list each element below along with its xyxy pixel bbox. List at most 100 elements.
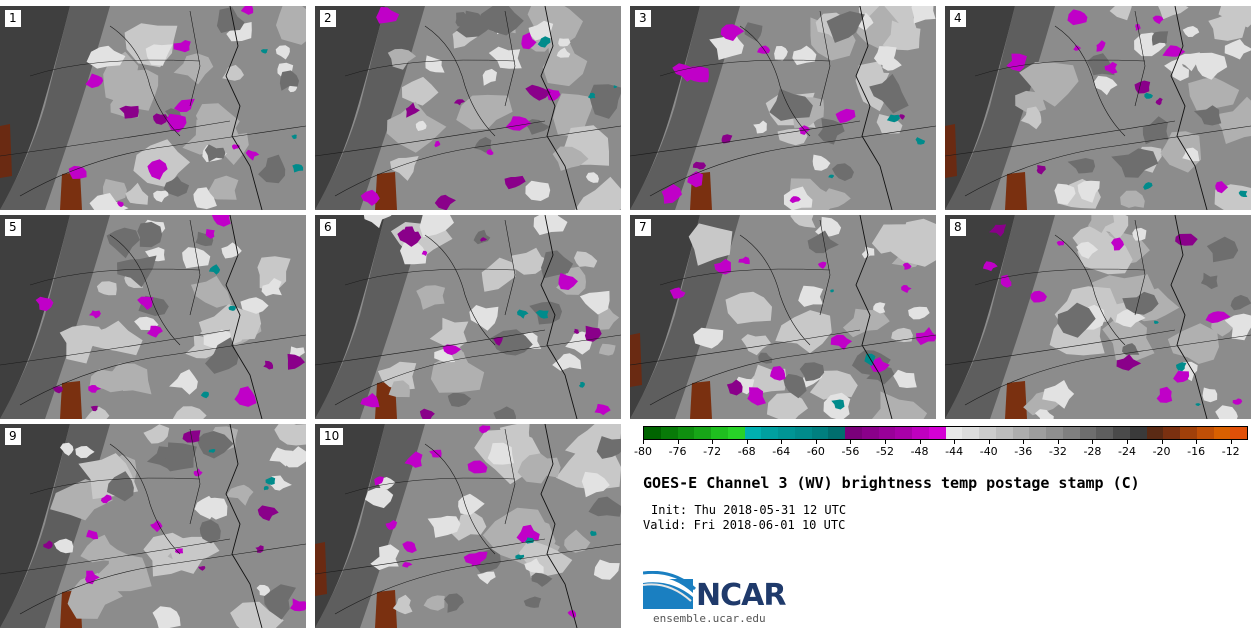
colorbar-ticks: -80 -76 -72 -68 -64 -60 -56 -52 -48 -44 -40 -36 -32 -… — [634, 440, 1248, 464]
colorbar-tick — [919, 440, 921, 444]
figure-title: GOES-E Channel 3 (WV) brightness temp po… — [643, 474, 1140, 492]
panel-map — [945, 6, 1251, 210]
colorbar-tick — [643, 440, 644, 444]
colorbar-swatch — [1196, 427, 1214, 439]
panel-map — [315, 6, 621, 210]
colorbar-swatch — [861, 427, 879, 439]
panel-number: 8 — [950, 219, 966, 236]
colorbar-swatch — [828, 427, 845, 439]
colorbar-swatch — [1146, 427, 1164, 439]
colorbar-swatch — [1029, 427, 1046, 439]
colorbar — [643, 426, 1248, 440]
colorbar-swatch — [878, 427, 896, 439]
colorbar-swatch — [912, 427, 929, 439]
colorbar-tick — [1196, 440, 1198, 444]
panel-map — [0, 424, 306, 628]
colorbar-swatch — [945, 427, 963, 439]
colorbar-swatch — [1079, 427, 1097, 439]
panel-number: 10 — [320, 428, 344, 445]
colorbar-tick — [885, 440, 886, 444]
colorbar-swatch — [1046, 427, 1063, 439]
colorbar-swatch — [1062, 427, 1080, 439]
colorbar-swatch — [1163, 427, 1180, 439]
colorbar-tick-label: -44 — [945, 445, 964, 458]
colorbar-swatch — [1113, 427, 1130, 439]
colorbar-tick — [850, 440, 852, 444]
colorbar-tick — [677, 440, 679, 444]
colorbar-tick — [1230, 440, 1232, 444]
colorbar-tick-label: -24 — [1118, 445, 1136, 458]
colorbar-tick — [1092, 440, 1094, 444]
colorbar-swatch — [677, 427, 695, 439]
colorbar-tick-label: -40 — [979, 445, 998, 458]
colorbar-tick — [746, 440, 748, 444]
member-panel-6: 6 — [315, 215, 621, 419]
colorbar-swatch — [778, 427, 795, 439]
colorbar-swatch — [761, 427, 778, 439]
colorbar-swatch — [962, 427, 979, 439]
colorbar-tick-label: -76 — [668, 445, 687, 458]
colorbar-swatch — [1213, 427, 1231, 439]
panel-number: 6 — [320, 219, 336, 236]
colorbar-tick-label: -64 — [772, 445, 791, 458]
member-panel-10: 10 — [315, 424, 621, 628]
panel-map — [630, 215, 936, 419]
colorbar-swatch — [1096, 427, 1113, 439]
colorbar-tick-label: -16 — [1187, 445, 1206, 458]
colorbar-swatch — [845, 427, 862, 439]
colorbar-tick-label: -52 — [876, 445, 894, 458]
colorbar-swatch — [895, 427, 912, 439]
colorbar-swatch — [1180, 427, 1197, 439]
member-panel-8: 8 — [945, 215, 1251, 419]
colorbar-swatch — [928, 427, 946, 439]
colorbar-tick — [1023, 440, 1025, 444]
colorbar-tick-label: -68 — [737, 445, 756, 458]
panel-map — [315, 424, 621, 628]
colorbar-tick — [954, 440, 956, 444]
colorbar-swatch — [995, 427, 1013, 439]
colorbar-tick — [1127, 440, 1128, 444]
member-panel-2: 2 — [315, 6, 621, 210]
colorbar-swatch — [727, 427, 745, 439]
colorbar-tick — [815, 440, 817, 444]
panel-number: 3 — [635, 10, 651, 27]
colorbar-tick-label: -20 — [1152, 445, 1171, 458]
member-panel-5: 5 — [0, 215, 306, 419]
colorbar-tick-label: -32 — [1048, 445, 1067, 458]
colorbar-tick — [988, 440, 990, 444]
colorbar-tick-label: -12 — [1221, 445, 1240, 458]
member-panel-9: 9 — [0, 424, 306, 628]
ncar-logo-icon — [643, 571, 697, 609]
panel-number: 7 — [635, 219, 651, 236]
colorbar-tick-label: -28 — [1083, 445, 1102, 458]
colorbar-tick-label: -60 — [806, 445, 825, 458]
panel-number: 2 — [320, 10, 336, 27]
colorbar-tick-label: -36 — [1014, 445, 1033, 458]
panel-map — [630, 6, 936, 210]
colorbar-swatch — [694, 427, 711, 439]
init-time: Init: Thu 2018-05-31 12 UTC — [651, 503, 847, 517]
panel-map — [0, 6, 306, 210]
colorbar-tick-label: -56 — [841, 445, 860, 458]
valid-time: Valid: Fri 2018-06-01 10 UTC — [643, 518, 846, 532]
panel-number: 5 — [5, 219, 21, 236]
ncar-wordmark: NCAR — [696, 578, 786, 613]
colorbar-tick — [1057, 440, 1059, 444]
logo-url: ensemble.ucar.edu — [653, 612, 766, 625]
colorbar-tick-label: -72 — [703, 445, 722, 458]
member-panel-1: 1 — [0, 6, 306, 210]
member-panel-7: 7 — [630, 215, 936, 419]
colorbar-swatch — [979, 427, 996, 439]
colorbar-tick-label: -48 — [910, 445, 929, 458]
member-panel-3: 3 — [630, 6, 936, 210]
colorbar-swatch — [711, 427, 728, 439]
colorbar-swatch — [660, 427, 678, 439]
colorbar-swatch — [794, 427, 812, 439]
panel-number: 1 — [5, 10, 21, 27]
panel-map — [0, 215, 306, 419]
panel-map — [315, 215, 621, 419]
colorbar-swatch — [1230, 427, 1247, 439]
colorbar-swatch — [744, 427, 762, 439]
colorbar-tick — [781, 440, 783, 444]
colorbar-swatch — [1012, 427, 1030, 439]
